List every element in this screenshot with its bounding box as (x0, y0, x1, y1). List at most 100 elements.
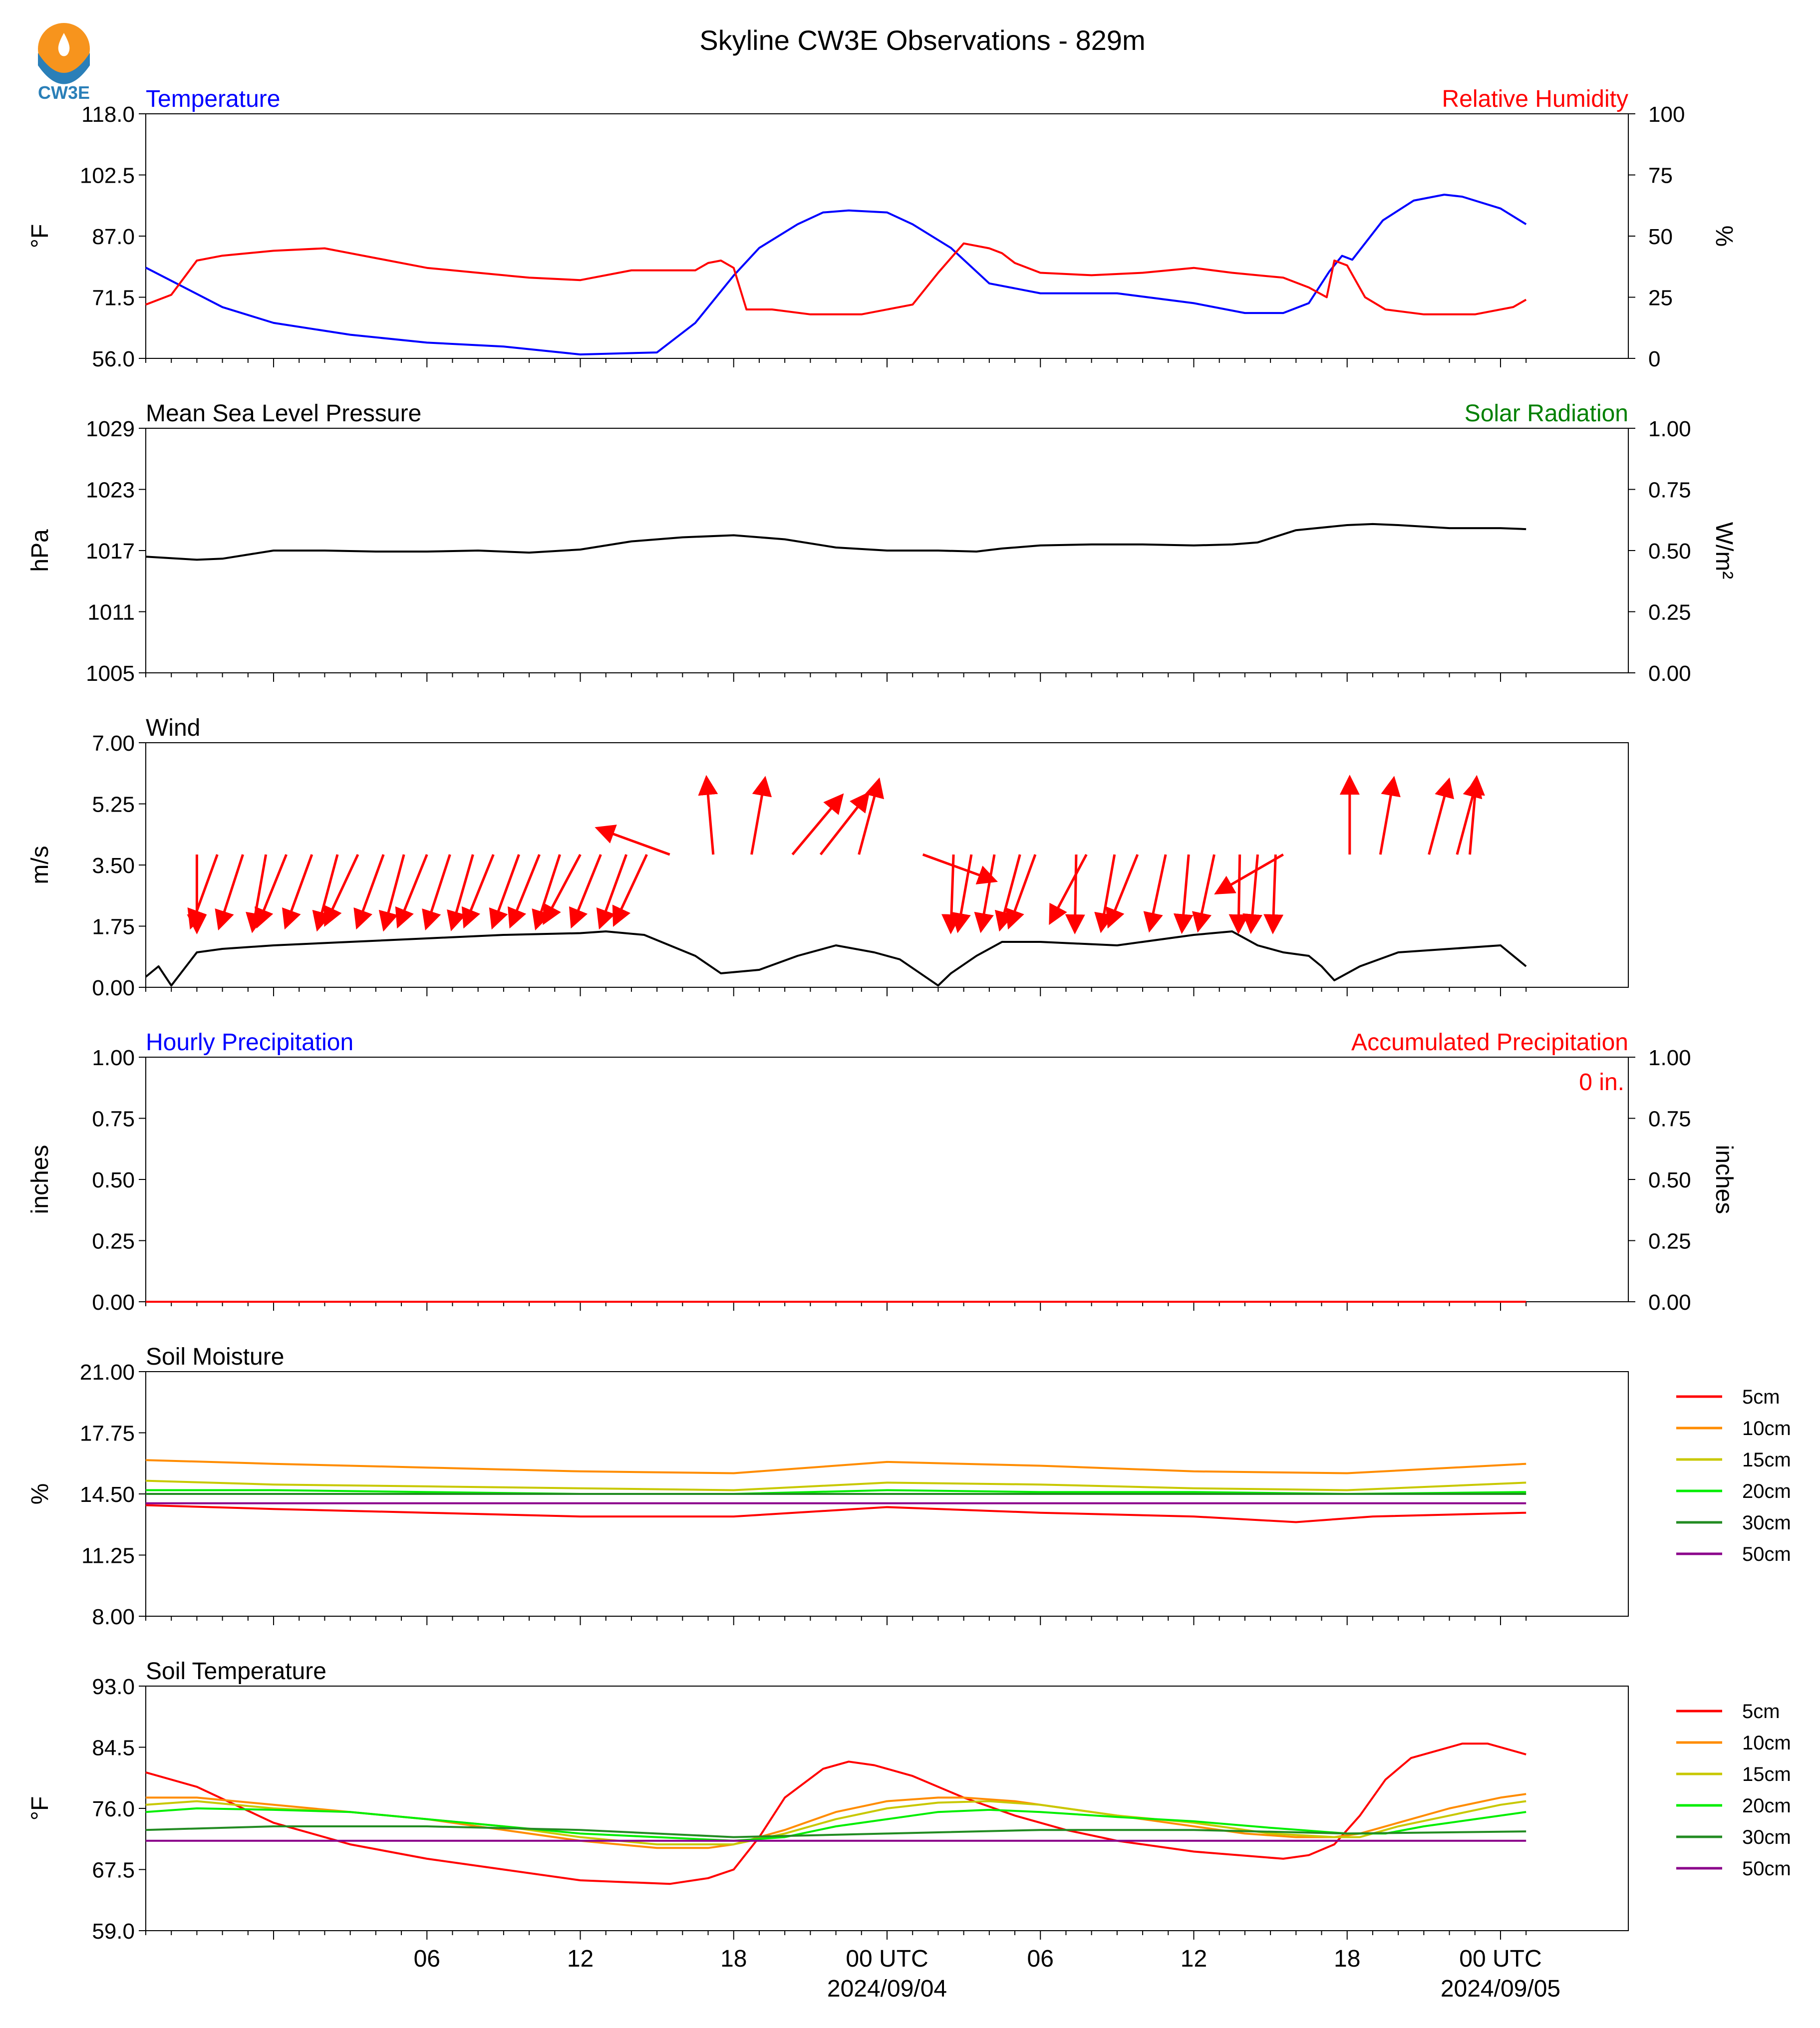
x-tick-label: 00 UTC (846, 1946, 928, 1972)
panel-title-left: Soil Temperature (146, 1658, 326, 1685)
y-tick-label: 0.00 (92, 1290, 135, 1315)
panel-title-right: Relative Humidity (1442, 86, 1628, 112)
wind-arrow (569, 854, 602, 929)
x-date-label: 2024/09/04 (827, 1976, 947, 2002)
y-right-tick-label: 50 (1648, 225, 1673, 249)
y-tick-label: 0.75 (92, 1107, 135, 1132)
wind-arrow (508, 854, 541, 929)
wind-arrow (422, 854, 451, 931)
plot-frame (145, 113, 1629, 359)
legend-label: 50cm (1742, 1543, 1791, 1565)
series-line-5cm (145, 1742, 1526, 1885)
cw3e-logo: CW3E (29, 18, 99, 103)
legend-label: 20cm (1742, 1795, 1791, 1817)
y-right-tick-label: 0.00 (1648, 1290, 1691, 1315)
legend: 5cm 10cm 15cm 20cm 30cm 50cm (1676, 1386, 1791, 1565)
y-tick-label: 8.00 (92, 1605, 135, 1629)
wind-arrow (1228, 854, 1249, 934)
wind-arrow (378, 854, 405, 932)
panel-soil_temp: Soil Temperature 59.0 67.5 76.0 84.5 93.0 °F 5c… (27, 1658, 1791, 2002)
x-tick-label: 00 UTC (1459, 1946, 1541, 1972)
wind-arrow (461, 854, 495, 929)
y-tick-label: 1017 (86, 539, 135, 564)
x-tick-label: 18 (1334, 1946, 1360, 1972)
y-tick-label: 1023 (86, 478, 135, 503)
legend-label: 50cm (1742, 1858, 1791, 1880)
y-tick-label: 118.0 (81, 102, 135, 127)
wind-arrow (1214, 853, 1284, 895)
figure-title: Skyline CW3E Observations - 829m (699, 24, 1145, 56)
wind-arrow (994, 854, 1021, 932)
series-line-wind-speed (145, 930, 1527, 987)
y-tick-label: 56.0 (92, 347, 135, 371)
legend-label: 30cm (1742, 1826, 1791, 1848)
y-right-tick-label: 0 (1648, 347, 1660, 371)
y-tick-label: 1029 (86, 417, 135, 441)
y-tick-label: 17.75 (80, 1422, 135, 1446)
wind-arrow (1143, 854, 1167, 933)
wind-arrow (447, 854, 474, 931)
wind-arrow (791, 793, 844, 856)
y-right-tick-label: 1.00 (1648, 1046, 1691, 1070)
y-tick-label: 21.00 (80, 1360, 135, 1385)
y-right-tick-label: 25 (1648, 286, 1673, 310)
wind-arrow (595, 825, 670, 856)
wind-arrow (858, 777, 885, 855)
wind-arrow (489, 854, 520, 930)
y-tick-label: 102.5 (80, 164, 135, 188)
wind-arrow (1465, 775, 1485, 855)
panel-title-right: Solar Radiation (1465, 400, 1628, 427)
logo-drop-icon (58, 33, 70, 56)
y-axis-label: °F (27, 224, 53, 249)
panel-temp_rh: Temperature Relative Humidity 56.0 71.5 87.0… (27, 86, 1737, 371)
x-tick-label: 06 (1027, 1946, 1054, 1972)
y-right-tick-label: 75 (1648, 164, 1673, 188)
y-tick-label: 87.0 (92, 225, 135, 249)
y-right-tick-label: 0.75 (1648, 478, 1691, 503)
series-line-10cm (145, 1459, 1526, 1474)
wind-arrow (1094, 854, 1116, 933)
panel-pressure: Mean Sea Level Pressure Solar Radiation 10… (27, 400, 1737, 686)
y-tick-label: 76.0 (92, 1797, 135, 1821)
y-axis-label: % (27, 1483, 53, 1505)
wind-arrow (312, 854, 339, 932)
panel-title-left: Hourly Precipitation (146, 1029, 353, 1056)
legend-label: 5cm (1742, 1386, 1780, 1408)
legend: 5cm 10cm 15cm 20cm 30cm 50cm (1676, 1701, 1791, 1880)
y-right-tick-label: 0.75 (1648, 1107, 1691, 1132)
legend-label: 15cm (1742, 1763, 1791, 1785)
y-tick-label: 1011 (87, 600, 135, 625)
y-axis-label: hPa (27, 529, 53, 572)
y-right-tick-label: 0.25 (1648, 1229, 1691, 1254)
wind-arrow (255, 854, 288, 929)
wind-arrow (1242, 854, 1262, 934)
wind-arrow (1263, 854, 1284, 934)
wind-arrow (282, 854, 313, 930)
y-right-tick-label: 0.25 (1648, 600, 1691, 625)
series-line-relative-humidity (145, 242, 1527, 315)
y-right-axis-label: inches (1711, 1145, 1737, 1214)
y-right-axis-label: W/m² (1711, 522, 1737, 579)
y-tick-label: 67.5 (92, 1858, 135, 1883)
y-tick-label: 1.75 (92, 915, 135, 939)
legend-label: 20cm (1742, 1480, 1791, 1502)
y-tick-label: 3.50 (92, 854, 135, 878)
x-tick-label: 12 (567, 1946, 594, 1972)
y-right-axis-label: % (1711, 226, 1737, 247)
y-tick-label: 71.5 (92, 286, 135, 310)
legend-label: 30cm (1742, 1512, 1791, 1534)
logo-wave-icon (38, 53, 90, 84)
y-tick-label: 84.5 (92, 1736, 135, 1760)
y-right-tick-label: 0.50 (1648, 1168, 1691, 1192)
panel-soil_moisture: Soil Moisture 8.00 11.25 14.50 17.75 21.00% 5c… (27, 1344, 1791, 1629)
x-tick-label: 06 (414, 1946, 440, 1972)
wind-arrow (612, 854, 648, 927)
wind-arrow (596, 854, 628, 930)
wind-arrow (951, 854, 973, 933)
panel-title-left: Temperature (146, 86, 280, 112)
wind-arrow (819, 791, 870, 856)
y-right-tick-label: 0.50 (1648, 539, 1691, 564)
y-tick-label: 14.50 (80, 1482, 135, 1507)
panel-title-left: Soil Moisture (146, 1344, 284, 1370)
